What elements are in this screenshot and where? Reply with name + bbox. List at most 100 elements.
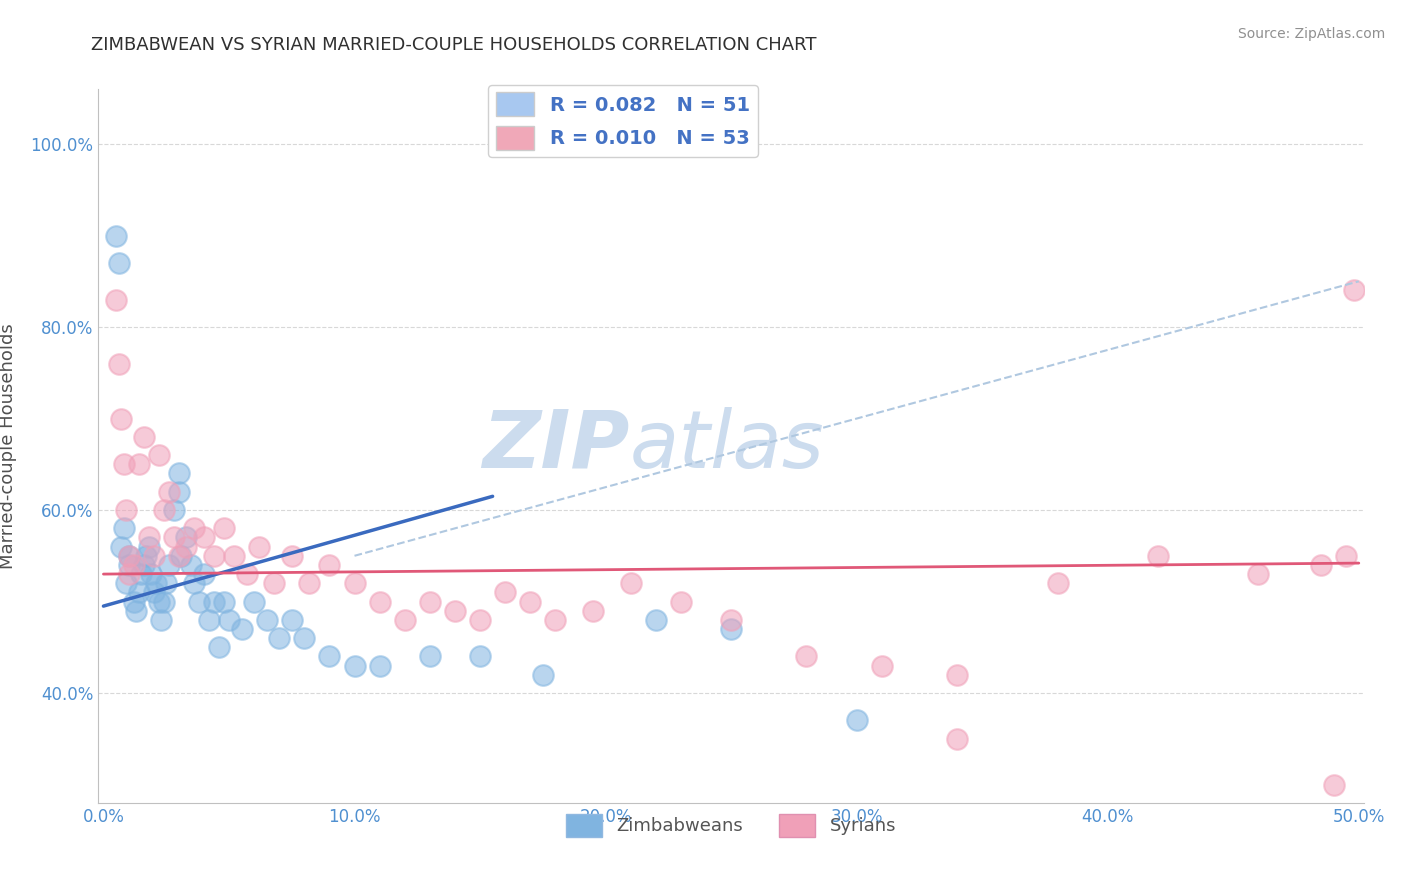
Point <box>163 503 186 517</box>
Point <box>1247 567 1270 582</box>
Point <box>128 458 150 472</box>
Point <box>298 576 321 591</box>
Legend: Zimbabweans, Syrians: Zimbabweans, Syrians <box>558 807 904 844</box>
Point <box>208 640 231 655</box>
Point <box>368 594 391 608</box>
Point <box>946 667 969 681</box>
Point <box>218 613 240 627</box>
Point <box>167 484 190 499</box>
Point <box>202 549 225 563</box>
Point <box>669 594 692 608</box>
Point <box>187 594 209 608</box>
Point <box>263 576 285 591</box>
Point <box>183 576 205 591</box>
Point <box>318 558 340 572</box>
Point <box>212 521 235 535</box>
Point <box>582 604 605 618</box>
Point <box>174 531 197 545</box>
Text: atlas: atlas <box>630 407 825 485</box>
Point <box>222 549 245 563</box>
Point <box>946 731 969 746</box>
Point <box>132 558 155 572</box>
Point <box>167 467 190 481</box>
Point <box>531 667 554 681</box>
Point <box>243 594 266 608</box>
Text: ZIMBABWEAN VS SYRIAN MARRIED-COUPLE HOUSEHOLDS CORRELATION CHART: ZIMBABWEAN VS SYRIAN MARRIED-COUPLE HOUS… <box>91 36 817 54</box>
Point <box>152 594 174 608</box>
Point <box>198 613 221 627</box>
Point <box>167 549 190 563</box>
Point <box>519 594 541 608</box>
Point <box>138 540 160 554</box>
Point <box>105 293 128 307</box>
Point <box>720 613 742 627</box>
Point <box>142 549 165 563</box>
Point <box>148 448 170 462</box>
Point <box>343 576 366 591</box>
Point <box>105 228 128 243</box>
Text: Source: ZipAtlas.com: Source: ZipAtlas.com <box>1237 27 1385 41</box>
Point <box>128 585 150 599</box>
Point <box>170 549 193 563</box>
Point <box>117 549 139 563</box>
Point <box>193 531 215 545</box>
Point <box>468 613 491 627</box>
Point <box>135 549 157 563</box>
Point <box>174 540 197 554</box>
Point <box>202 594 225 608</box>
Point <box>343 658 366 673</box>
Text: ZIP: ZIP <box>482 407 630 485</box>
Point <box>129 567 152 582</box>
Point <box>269 631 291 645</box>
Point <box>644 613 666 627</box>
Point <box>155 576 177 591</box>
Point <box>193 567 215 582</box>
Point <box>163 531 186 545</box>
Point <box>110 540 132 554</box>
Point <box>281 549 304 563</box>
Point <box>318 649 340 664</box>
Point <box>292 631 315 645</box>
Point <box>107 357 129 371</box>
Point <box>620 576 643 591</box>
Point <box>720 622 742 636</box>
Point <box>152 503 174 517</box>
Point <box>183 521 205 535</box>
Point <box>870 658 893 673</box>
Point <box>1323 777 1346 791</box>
Point <box>494 585 516 599</box>
Point <box>122 594 145 608</box>
Point <box>142 585 165 599</box>
Point <box>132 430 155 444</box>
Point <box>419 594 441 608</box>
Point <box>115 503 138 517</box>
Point <box>1147 549 1170 563</box>
Y-axis label: Married-couple Households: Married-couple Households <box>0 323 17 569</box>
Point <box>368 658 391 673</box>
Point <box>141 567 163 582</box>
Point <box>110 411 132 425</box>
Point <box>117 558 139 572</box>
Point <box>419 649 441 664</box>
Point <box>125 604 148 618</box>
Point <box>256 613 278 627</box>
Point <box>1046 576 1069 591</box>
Point <box>157 484 180 499</box>
Point <box>117 549 139 563</box>
Point <box>117 567 139 582</box>
Point <box>157 558 180 572</box>
Point <box>112 458 135 472</box>
Point <box>235 567 257 582</box>
Point <box>148 594 170 608</box>
Point <box>115 576 138 591</box>
Point <box>122 558 145 572</box>
Point <box>231 622 253 636</box>
Point <box>468 649 491 664</box>
Point <box>145 576 167 591</box>
Point <box>180 558 202 572</box>
Point <box>281 613 304 627</box>
Point <box>150 613 173 627</box>
Point <box>247 540 270 554</box>
Point <box>845 714 868 728</box>
Point <box>1343 284 1365 298</box>
